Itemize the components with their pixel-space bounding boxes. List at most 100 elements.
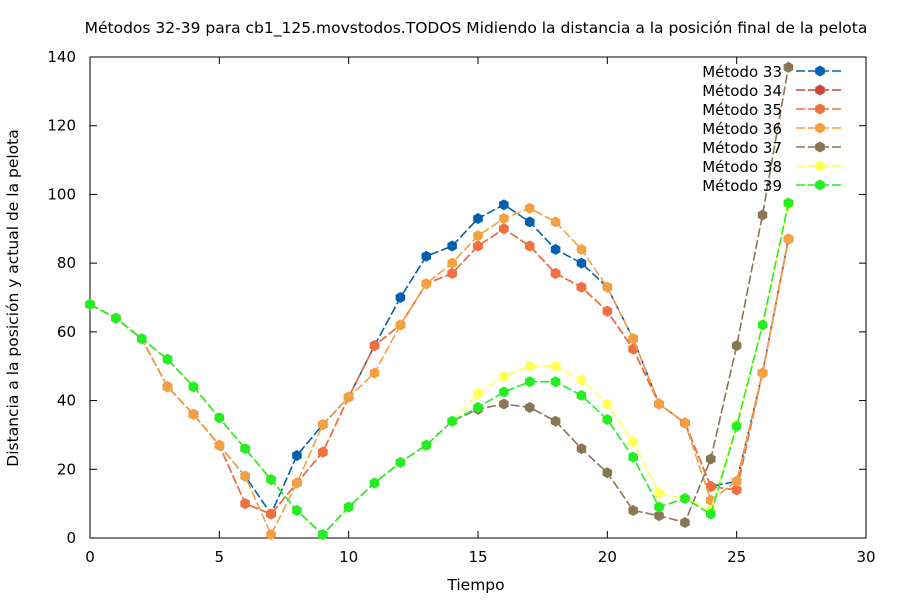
data-point — [240, 498, 250, 510]
data-point — [266, 508, 276, 520]
data-point — [680, 493, 690, 504]
data-point — [602, 281, 613, 293]
data-point — [654, 487, 664, 499]
data-point — [628, 436, 638, 448]
data-point — [576, 257, 587, 269]
legend-marker — [815, 160, 825, 172]
series-layer — [85, 61, 794, 541]
series-2 — [85, 223, 794, 520]
data-point — [525, 202, 535, 214]
data-point — [343, 501, 354, 513]
data-point — [343, 391, 354, 403]
series-5 — [85, 61, 794, 541]
data-point — [162, 381, 173, 393]
legend-marker — [815, 65, 825, 77]
data-point — [550, 267, 561, 279]
data-point — [628, 333, 638, 345]
data-point — [576, 374, 587, 386]
data-point — [654, 501, 664, 513]
legend-label: Método 38 — [702, 158, 782, 176]
legend-marker — [815, 179, 825, 191]
data-point — [369, 340, 380, 352]
y-tick-label: 140 — [47, 48, 76, 66]
data-point — [214, 439, 225, 451]
series-3 — [85, 223, 794, 520]
data-point — [499, 371, 509, 382]
legend-item: Método 33 — [702, 63, 844, 81]
data-point — [292, 450, 302, 461]
y-axis-label: Distancia a la posición y actual de la p… — [4, 129, 22, 466]
data-point — [85, 298, 95, 310]
data-point — [240, 443, 250, 455]
legend-label: Método 37 — [702, 139, 782, 157]
series-line — [89, 227, 790, 515]
data-point — [602, 305, 613, 317]
series-6 — [85, 199, 794, 541]
x-tick-label: 5 — [215, 548, 225, 566]
series-line — [89, 204, 790, 536]
legend-marker — [815, 103, 825, 115]
data-point — [550, 243, 561, 255]
data-point — [525, 401, 535, 413]
data-point — [421, 439, 431, 451]
data-point — [499, 398, 509, 410]
data-point — [421, 278, 431, 290]
data-point — [214, 412, 225, 424]
legend-item: Método 35 — [702, 101, 844, 119]
data-point — [473, 213, 483, 224]
legend-marker — [815, 122, 825, 134]
legend-item: Método 34 — [702, 82, 844, 100]
legend-label: Método 39 — [702, 177, 782, 195]
data-point — [447, 240, 457, 252]
data-point — [731, 340, 742, 352]
data-point — [783, 197, 794, 209]
data-point — [318, 446, 328, 458]
data-point — [550, 360, 561, 372]
series-line — [89, 202, 790, 536]
data-point — [757, 367, 768, 379]
x-tick-label: 15 — [468, 548, 487, 566]
series-line — [89, 207, 790, 537]
data-point — [499, 223, 509, 235]
data-point — [628, 451, 638, 463]
data-point — [706, 481, 716, 492]
data-point — [292, 505, 302, 516]
data-point — [499, 386, 509, 398]
legend-item: Método 39 — [702, 177, 844, 195]
data-point — [731, 484, 742, 496]
data-point — [395, 292, 406, 303]
data-point — [757, 319, 768, 331]
data-point — [111, 312, 121, 324]
data-point — [525, 216, 535, 228]
data-point — [550, 415, 561, 427]
legend-marker — [815, 141, 825, 153]
legend-item: Método 38 — [702, 158, 844, 176]
data-point — [602, 414, 613, 425]
data-point — [576, 243, 587, 255]
data-point — [576, 281, 587, 293]
legend-item: Método 37 — [702, 139, 844, 157]
x-tick-label: 0 — [85, 548, 95, 566]
data-point — [395, 456, 406, 468]
data-point — [318, 419, 328, 431]
data-point — [473, 240, 483, 252]
series-line — [89, 227, 790, 515]
data-point — [447, 415, 457, 427]
y-tick-label: 20 — [57, 460, 76, 478]
data-point — [550, 216, 561, 228]
data-point — [757, 209, 768, 221]
y-tick-label: 80 — [57, 254, 76, 272]
data-point — [499, 213, 509, 224]
legend-label: Método 33 — [702, 63, 782, 81]
x-tick-label: 30 — [856, 548, 875, 566]
y-tick-label: 40 — [57, 392, 76, 410]
data-point — [525, 376, 535, 388]
legend-marker — [815, 84, 825, 96]
y-tick-label: 100 — [47, 185, 76, 203]
axis-ticks: 0 5 10 15 20 25 30 0 20 40 60 80 100 120 140 — [47, 48, 875, 566]
data-point — [680, 417, 690, 429]
chart-title: Métodos 32-39 para cb1_125.movstodos.TOD… — [85, 19, 868, 38]
data-point — [369, 477, 380, 489]
data-point — [525, 240, 535, 252]
